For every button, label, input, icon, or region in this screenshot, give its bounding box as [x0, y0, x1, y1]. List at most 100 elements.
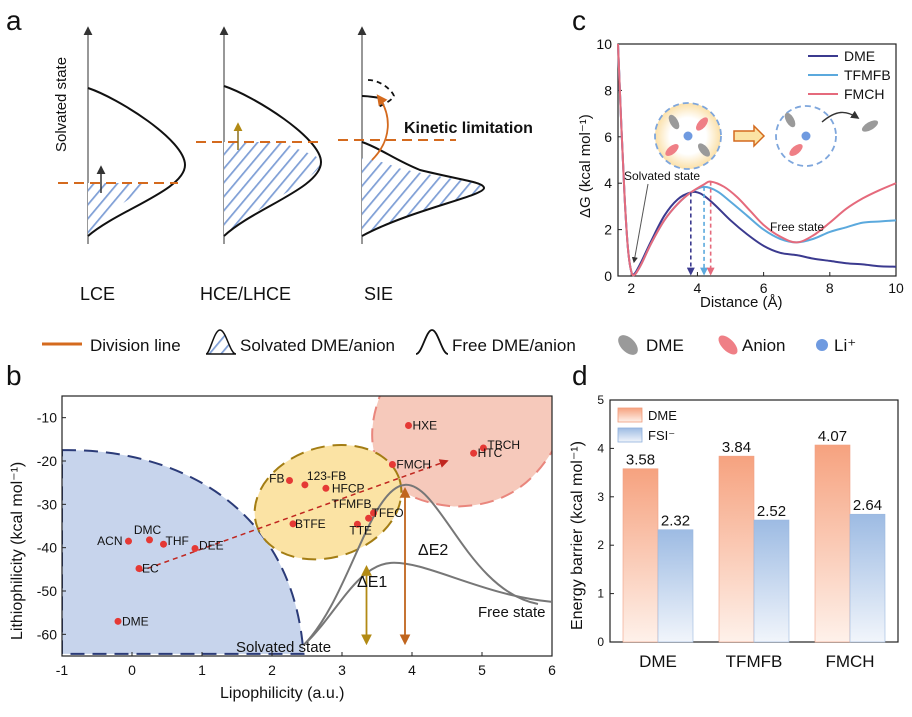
point-label-tfeo: TFEO	[372, 506, 404, 520]
d-value-label: 2.64	[853, 497, 882, 514]
hce-diagram: HCE/LHCE	[196, 26, 323, 304]
c-ytick-label: 6	[604, 129, 612, 145]
point-btfe	[289, 520, 297, 528]
solvated-region	[62, 449, 305, 655]
point-label-tfmfb: TFMFB	[332, 497, 372, 511]
b-e2-label: ΔE2	[418, 542, 448, 559]
d-bar-dme-tfmfb	[718, 455, 755, 643]
panel-c-frame	[617, 43, 897, 277]
point-label-thf: THF	[166, 534, 189, 548]
c-xtick-label: 4	[694, 280, 702, 296]
d-bar-fsi-dme	[657, 529, 694, 643]
lce-diagram: LCE	[58, 26, 187, 304]
point-label-hxe: HXE	[413, 418, 438, 432]
panel-b-regions	[62, 396, 552, 655]
hce-curve	[223, 85, 323, 237]
panel-b-frame	[61, 395, 553, 657]
inset-escape-arrow	[821, 110, 860, 123]
b-xtick-label: -1	[56, 662, 69, 678]
point-123-fb	[301, 481, 309, 489]
point-acn	[125, 537, 132, 545]
point-ec	[135, 564, 143, 572]
legend-solvated: Solvated DME/anion	[240, 336, 395, 355]
c-line-fmch	[617, 43, 897, 277]
free-region	[371, 396, 552, 508]
b-xlabel: Lipophilicity (a.u.)	[220, 685, 345, 702]
c-ytick-label: 8	[604, 82, 612, 98]
point-hfcp	[322, 484, 330, 492]
point-tbch	[479, 444, 487, 452]
legend-anion: Anion	[742, 336, 785, 355]
legend-solvated-swatch	[205, 329, 237, 355]
inset-transition-arrow	[733, 124, 766, 148]
point-hxe	[405, 421, 412, 429]
panel-b-axes: -1 0 1 2 3 4 5 6-60-50-40-30-20-10	[37, 410, 556, 678]
legend-row: Division line Solvated DME/anion Free DM…	[42, 329, 856, 355]
c-free-label: Free state	[770, 220, 824, 234]
inset-anion-1	[696, 117, 708, 131]
d-ytick-label: 1	[597, 587, 604, 601]
energy-profile-low	[302, 561, 553, 646]
d-ytick-label: 0	[597, 635, 604, 649]
label-lce: LCE	[80, 284, 115, 304]
inset-li-left	[683, 131, 693, 141]
point-label-dee: DEE	[199, 539, 224, 553]
b-e1-label: ΔE1	[357, 574, 387, 591]
d-value-label: 2.52	[757, 503, 786, 520]
sie-solvated-fill	[362, 158, 484, 236]
d-ytick-label: 3	[597, 490, 604, 504]
b-xtick-label: 4	[408, 662, 416, 678]
c-ytick-label: 2	[604, 222, 612, 238]
legend-division-line: Division line	[90, 336, 181, 355]
d-legend-fsi: FSI⁻	[648, 428, 675, 443]
point-label-btfe: BTFE	[295, 517, 326, 531]
b-xtick-label: 1	[198, 662, 206, 678]
c-solvated-pointer	[631, 183, 649, 264]
point-tfmfb	[370, 509, 377, 517]
point-thf	[160, 540, 167, 548]
c-legend: DME TFMFB FMCH	[808, 48, 891, 102]
sie-dashed-peak	[367, 79, 395, 109]
d-bar-dme-fmch	[814, 444, 851, 643]
panel-a: a Solvated state LCE HCE/LHCE	[6, 5, 533, 304]
point-label-123-fb: 123-FB	[307, 469, 346, 483]
lce-solvated-fill	[88, 183, 150, 236]
b-xtick-label: 0	[128, 662, 136, 678]
kinetic-limitation-label: Kinetic limitation	[404, 120, 533, 137]
point-fb	[286, 477, 293, 484]
d-value-label: 2.32	[661, 513, 690, 530]
point-label-ec: EC	[142, 561, 159, 575]
c-legend-tfmfb: TFMFB	[844, 67, 891, 83]
d-bar-dme-dme	[622, 468, 659, 643]
sie-diagram: Kinetic limitation SIE	[338, 26, 533, 304]
c-xtick-label: 8	[826, 280, 834, 296]
b-ylabel: Lithiophilicity (kcal mol⁻¹)	[9, 462, 26, 640]
d-ytick-label: 2	[597, 538, 604, 552]
d-value-label: 3.84	[722, 439, 751, 456]
intermediate-region	[253, 443, 403, 561]
point-label-htc: HTC	[478, 446, 503, 460]
legend-dme-icon	[618, 335, 638, 355]
label-sie: SIE	[364, 284, 393, 304]
panel-label-a: a	[6, 5, 22, 36]
c-xtick-label: 2	[627, 280, 635, 296]
inset-dme-1	[668, 114, 680, 130]
panel-a-y-title: Solvated state	[53, 57, 70, 152]
point-label-acn: ACN	[97, 534, 122, 548]
point-htc	[470, 449, 478, 457]
sie-curve	[361, 141, 486, 237]
legend-li-icon	[816, 339, 828, 351]
c-ylabel: ΔG (kcal mol⁻¹)	[577, 114, 594, 218]
inset-li-right	[801, 131, 811, 141]
legend-free-swatch	[415, 329, 449, 355]
panel-label-b: b	[6, 360, 22, 391]
d-category-dme: DME	[639, 652, 677, 671]
d-ytick-label: 4	[597, 441, 604, 455]
lce-curve	[87, 87, 187, 237]
point-label-hfcp: HFCP	[332, 481, 365, 495]
d-category-fmch: FMCH	[825, 652, 874, 671]
d-ytick-label: 5	[597, 393, 604, 407]
